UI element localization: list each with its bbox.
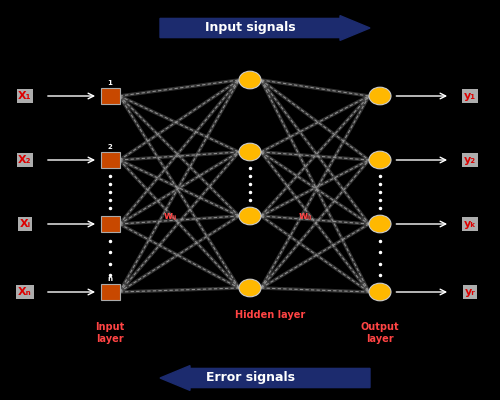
Text: Hidden layer: Hidden layer <box>235 310 305 320</box>
Circle shape <box>369 87 391 105</box>
Text: Error signals: Error signals <box>206 372 294 384</box>
Text: X₂: X₂ <box>18 155 32 165</box>
Text: Input
layer: Input layer <box>96 322 124 344</box>
Text: yₖ: yₖ <box>464 219 476 229</box>
FancyBboxPatch shape <box>100 88 119 104</box>
Text: y₂: y₂ <box>464 155 476 165</box>
Text: Input signals: Input signals <box>204 22 296 34</box>
Circle shape <box>369 151 391 169</box>
Circle shape <box>369 215 391 233</box>
FancyArrow shape <box>160 366 370 390</box>
Text: Xₙ: Xₙ <box>18 287 32 297</box>
Circle shape <box>239 207 261 225</box>
FancyBboxPatch shape <box>100 216 119 232</box>
Circle shape <box>239 143 261 161</box>
Text: Output
layer: Output layer <box>360 322 400 344</box>
FancyArrow shape <box>160 16 370 40</box>
Text: yᵣ: yᵣ <box>464 287 475 297</box>
Text: X₁: X₁ <box>18 91 32 101</box>
FancyBboxPatch shape <box>100 284 119 300</box>
Text: Xᵢ: Xᵢ <box>20 219 30 229</box>
Text: y₁: y₁ <box>464 91 476 101</box>
Text: 1: 1 <box>108 80 112 86</box>
Circle shape <box>239 71 261 89</box>
Text: n: n <box>108 276 112 282</box>
Text: wᵢⱼ: wᵢⱼ <box>164 211 176 221</box>
Circle shape <box>239 279 261 297</box>
Circle shape <box>369 283 391 301</box>
Text: wᵢⱼ: wᵢⱼ <box>298 211 312 221</box>
Text: 2: 2 <box>108 144 112 150</box>
FancyBboxPatch shape <box>100 152 119 168</box>
